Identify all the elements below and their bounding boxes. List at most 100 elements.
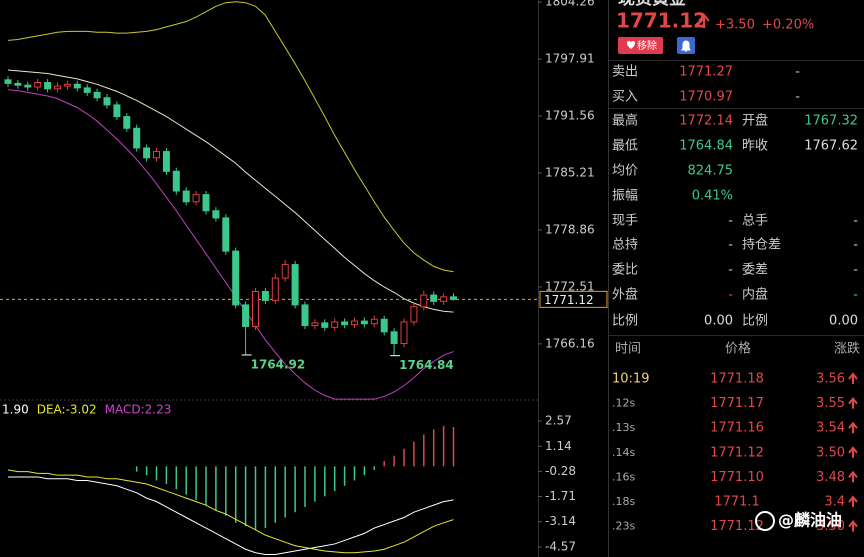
trade-price: 1771.17 <box>710 396 764 411</box>
quote-label: 比例 <box>612 314 638 329</box>
quote-value: - <box>728 238 733 253</box>
alert-button[interactable] <box>677 37 695 54</box>
quote-label: 比例 <box>742 314 768 329</box>
y-tick-label: -0.28 <box>545 464 576 478</box>
candle-body <box>123 116 131 129</box>
up-arrow <box>848 519 858 532</box>
trade-time: .12s <box>612 397 635 410</box>
candle-body <box>252 290 259 327</box>
candle-body <box>301 304 309 327</box>
quote-label: 均价 <box>612 164 638 179</box>
trade-change: 3.4 <box>824 495 845 510</box>
candle-body <box>103 97 111 106</box>
candle-body <box>271 277 279 301</box>
up-arrow <box>848 396 858 409</box>
trade-time: .16s <box>612 470 635 483</box>
candle-body <box>73 83 81 89</box>
trade-price: 1771.16 <box>710 421 764 436</box>
y-tick-label: -4.57 <box>545 539 576 553</box>
candle-body <box>24 84 32 88</box>
quote-label: 开盘 <box>742 113 768 129</box>
candle-body <box>351 320 358 326</box>
candle-body <box>54 85 61 90</box>
low-annotation: 1764.84 <box>399 358 454 372</box>
quote-label: 振幅 <box>612 189 638 204</box>
trade-price: 1771.12 <box>710 445 764 460</box>
candle-body <box>143 147 151 159</box>
indicator-label: DEA:-3.02 <box>37 403 97 417</box>
indicator-line <box>8 476 454 556</box>
candle-body <box>202 194 210 212</box>
watermark-logo <box>755 511 775 531</box>
quote-label: 总手 <box>742 214 768 229</box>
candle-body <box>390 331 398 344</box>
heart-icon <box>627 41 635 49</box>
candle-body <box>261 290 269 301</box>
quote-value: - <box>795 90 800 105</box>
quote-value: 1771.27 <box>679 65 733 80</box>
y-tick-label: 1791.56 <box>545 109 595 123</box>
candle-body <box>380 318 388 333</box>
quote-label: 最高 <box>612 113 638 129</box>
up-arrow <box>848 495 858 507</box>
trade-change: 3.54 <box>816 421 845 436</box>
trade-time: .23s <box>612 520 635 533</box>
candle-body <box>311 322 319 327</box>
candle-body <box>222 217 230 252</box>
candle-body <box>440 296 448 302</box>
candle-body <box>430 294 438 302</box>
watermark: @麟油油 <box>778 511 842 530</box>
candle-body <box>4 79 12 84</box>
trade-price: 1771.18 <box>710 372 764 387</box>
y-tick-label: 1772.51 <box>545 279 595 293</box>
candle-body <box>14 82 22 86</box>
quote-value: - <box>795 65 800 80</box>
candle-body <box>242 304 250 327</box>
indicator-label: MACD:2.23 <box>105 403 172 417</box>
quote-price: 1771.12 <box>616 9 707 33</box>
trade-price: 1771.12 <box>710 519 764 534</box>
y-tick-label: 1778.86 <box>545 222 595 236</box>
candle-body <box>400 321 408 344</box>
quote-label: 持仓差 <box>742 238 781 253</box>
candle-body <box>172 170 180 192</box>
low-annotation: 1764.92 <box>251 357 306 371</box>
quote-value: - <box>728 214 733 229</box>
quote-label: 内盘 <box>742 287 768 303</box>
remove-button[interactable]: 移除 <box>618 37 663 54</box>
trade-time: .13s <box>612 421 635 434</box>
quote-label: 买入 <box>612 90 638 105</box>
trade-change: 3.55 <box>816 396 845 411</box>
candle-body <box>341 321 349 326</box>
trades-header: 价格 <box>725 341 751 357</box>
y-tick-label: -3.14 <box>545 514 576 528</box>
band-line <box>7 1 454 273</box>
quote-value: - <box>853 214 858 229</box>
candle-body <box>410 306 418 323</box>
quote-value: 1767.32 <box>804 114 858 129</box>
trade-time: .14s <box>612 446 635 459</box>
trade-change: 3.50 <box>816 519 845 534</box>
quote-value: 1772.14 <box>679 114 733 129</box>
instrument-title: 现货黄金 <box>618 0 687 9</box>
quote-value: 0.00 <box>704 314 733 329</box>
quote-label: 委比 <box>612 263 638 278</box>
trade-change: 3.56 <box>816 372 845 387</box>
trade-time: .18s <box>612 495 635 508</box>
quote-change-pct: +0.20% <box>762 18 814 33</box>
candle-body <box>212 210 220 219</box>
quote-label: 现手 <box>612 214 638 229</box>
quote-value: 1767.62 <box>804 139 858 154</box>
candle-body <box>113 104 121 118</box>
candle-body <box>93 91 101 99</box>
candle-body <box>291 264 299 306</box>
trade-price: 1771.1 <box>714 495 760 510</box>
candle-body <box>420 294 428 308</box>
quote-value: 1764.84 <box>679 139 733 154</box>
candle-body <box>153 151 160 159</box>
candle-body <box>370 318 378 325</box>
y-tick-label: 1.14 <box>545 439 572 453</box>
quote-value: - <box>728 263 733 278</box>
